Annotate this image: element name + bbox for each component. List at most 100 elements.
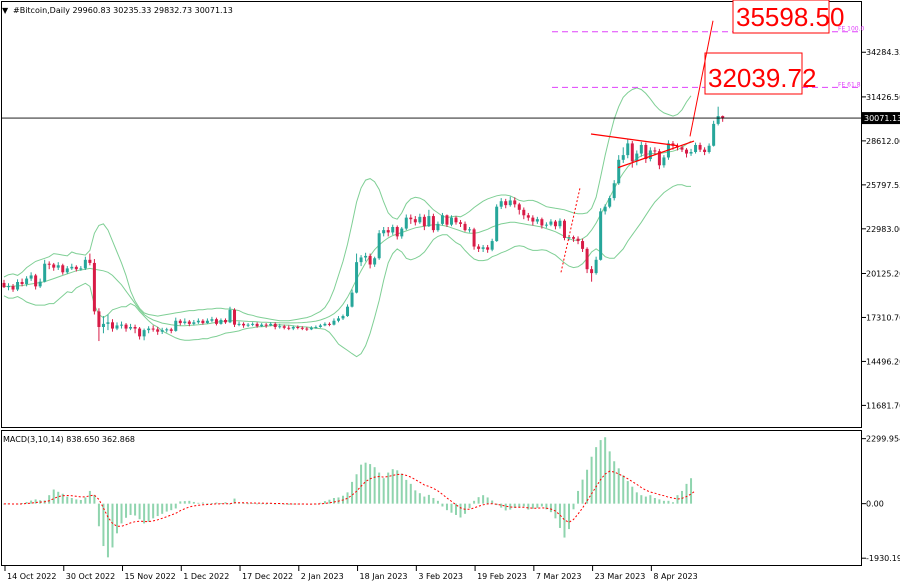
candle-body — [617, 159, 621, 184]
macd-bar — [48, 495, 51, 504]
macd-bar — [662, 500, 665, 504]
symbol-header: #Bitcoin,Daily 29960.83 30235.33 29832.7… — [13, 6, 233, 15]
projection-line — [689, 20, 714, 137]
candle-body — [635, 153, 639, 162]
candle-body — [422, 216, 426, 227]
macd-bar — [445, 503, 448, 511]
macd-bar — [34, 499, 37, 504]
candle-body — [92, 262, 96, 312]
macd-bar — [224, 502, 227, 504]
macd-bar — [486, 497, 489, 504]
price-tick-label: 11681.70 — [866, 401, 900, 410]
macd-bar — [572, 503, 575, 510]
candle-body — [228, 309, 232, 323]
macd-bar — [206, 503, 209, 505]
fibo-level-label: FE 61.8 — [838, 81, 861, 88]
price-target-box — [732, 0, 830, 34]
macd-bar — [613, 461, 616, 504]
macd-bar — [292, 503, 295, 505]
candle-body — [25, 278, 29, 285]
candle-body — [196, 320, 200, 323]
candle-body — [359, 257, 363, 263]
band-line-lower-band — [3, 184, 691, 358]
macd-bar — [52, 489, 55, 504]
candle-body — [201, 320, 205, 324]
candle-body — [391, 227, 395, 233]
candle-body — [34, 275, 38, 287]
candle-body — [531, 217, 535, 222]
candle-body — [703, 149, 707, 152]
candle-body — [291, 327, 295, 329]
macd-bar — [658, 499, 661, 504]
candle-body — [440, 215, 444, 224]
macd-bar — [287, 503, 290, 505]
candle-body — [680, 147, 684, 150]
candle-body — [120, 324, 124, 326]
macd-bar — [88, 490, 91, 504]
candle-body — [653, 150, 657, 152]
price-tick-label: 25797.55 — [866, 181, 900, 190]
macd-bar — [323, 501, 326, 504]
time-tick-label: 15 Nov 2022 — [125, 572, 176, 581]
candle-body — [572, 237, 576, 239]
macd-bar — [102, 503, 105, 547]
macd-bar — [500, 503, 503, 508]
macd-bar — [418, 493, 421, 504]
candle-body — [178, 320, 182, 324]
time-tick-label: 23 Mar 2023 — [595, 572, 646, 581]
macd-bar — [106, 503, 109, 558]
time-tick-label: 3 Feb 2023 — [418, 572, 463, 581]
candle-body — [115, 325, 119, 329]
macd-bar — [247, 503, 250, 505]
candle-body — [413, 219, 417, 223]
candle-body — [630, 143, 634, 162]
macd-histogram — [3, 437, 696, 558]
candle-body — [495, 206, 499, 242]
macd-bar — [66, 496, 69, 504]
macd-bar — [328, 499, 331, 504]
macd-bar — [427, 494, 430, 504]
macd-bar — [545, 503, 548, 510]
triangle-lower-line — [617, 140, 695, 169]
candle-body — [644, 144, 648, 160]
macd-bar — [473, 500, 476, 504]
time-tick-label: 2 Jan 2023 — [301, 572, 344, 581]
candle-body — [278, 326, 282, 328]
candle-body — [142, 330, 146, 337]
macd-bar — [626, 481, 629, 504]
candle-body — [237, 323, 241, 325]
candle-body — [535, 219, 539, 222]
candle-body — [513, 200, 517, 205]
collapse-triangle-icon[interactable]: ▼ — [2, 6, 9, 15]
candle-body — [540, 219, 544, 226]
fibo-level-label: FE 100.0 — [838, 26, 865, 33]
band-line-middle-band — [4, 140, 692, 327]
macd-bar — [391, 469, 394, 504]
candle-body — [156, 329, 160, 332]
macd-bar — [644, 496, 647, 504]
candle-body — [327, 323, 331, 325]
macd-bar — [30, 500, 33, 504]
macd-bar — [527, 503, 530, 510]
price-tick-label: 22983.00 — [866, 225, 900, 234]
macd-bar — [482, 495, 485, 504]
candle-body — [273, 323, 277, 327]
candle-body — [486, 247, 490, 250]
time-tick-label: 30 Oct 2022 — [66, 572, 115, 581]
candle-body — [314, 327, 318, 328]
candle-body — [133, 327, 137, 329]
candle-body — [549, 221, 553, 225]
candle-body — [585, 248, 589, 270]
candle-body — [205, 320, 209, 324]
macd-bar — [504, 503, 507, 511]
candle-body — [350, 292, 354, 307]
macd-bar — [495, 503, 498, 506]
candle-body — [300, 327, 304, 329]
candle-body — [526, 215, 530, 218]
candle-body — [260, 324, 264, 327]
candle-body — [544, 224, 548, 226]
candle-body — [174, 320, 178, 331]
macd-bar — [138, 503, 141, 520]
macd-bar — [568, 503, 570, 530]
candle-body — [562, 220, 566, 238]
